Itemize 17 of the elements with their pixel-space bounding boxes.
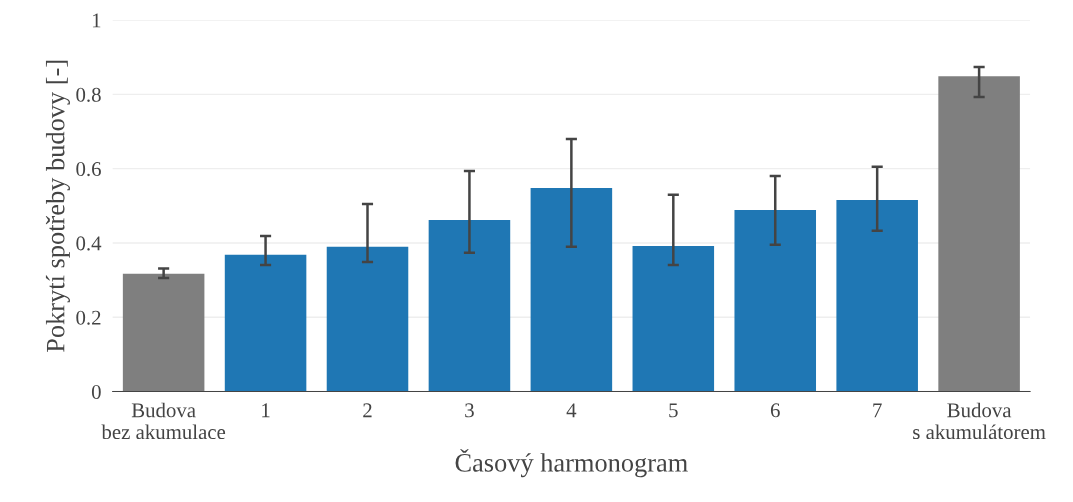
y-tick-label: 0 (91, 384, 101, 399)
x-tick-label: 3 (465, 403, 474, 418)
x-tick-label: 1 (262, 403, 270, 418)
y-tick-label: 0.6 (76, 162, 101, 177)
y-axis-title: Pokrytí spotřeby budovy [-] (45, 60, 70, 353)
y-tick-label: 0.4 (76, 236, 102, 251)
x-tick-label: Budova s akumulátorem (913, 402, 1046, 440)
x-tick-label: Budova bez akumulace (101, 402, 226, 440)
x-tick-label: 5 (669, 403, 678, 418)
x-axis-title: Časový harmonogram (455, 448, 688, 478)
x-tick-label: 7 (873, 403, 882, 418)
y-tick-label: 1 (92, 13, 101, 28)
x-tick-label: 4 (566, 403, 577, 418)
x-tick-label: 2 (363, 403, 372, 418)
y-tick-label: 0.2 (76, 310, 101, 325)
x-tick-label: 6 (770, 403, 780, 418)
y-tick-label: 0.8 (76, 87, 101, 102)
